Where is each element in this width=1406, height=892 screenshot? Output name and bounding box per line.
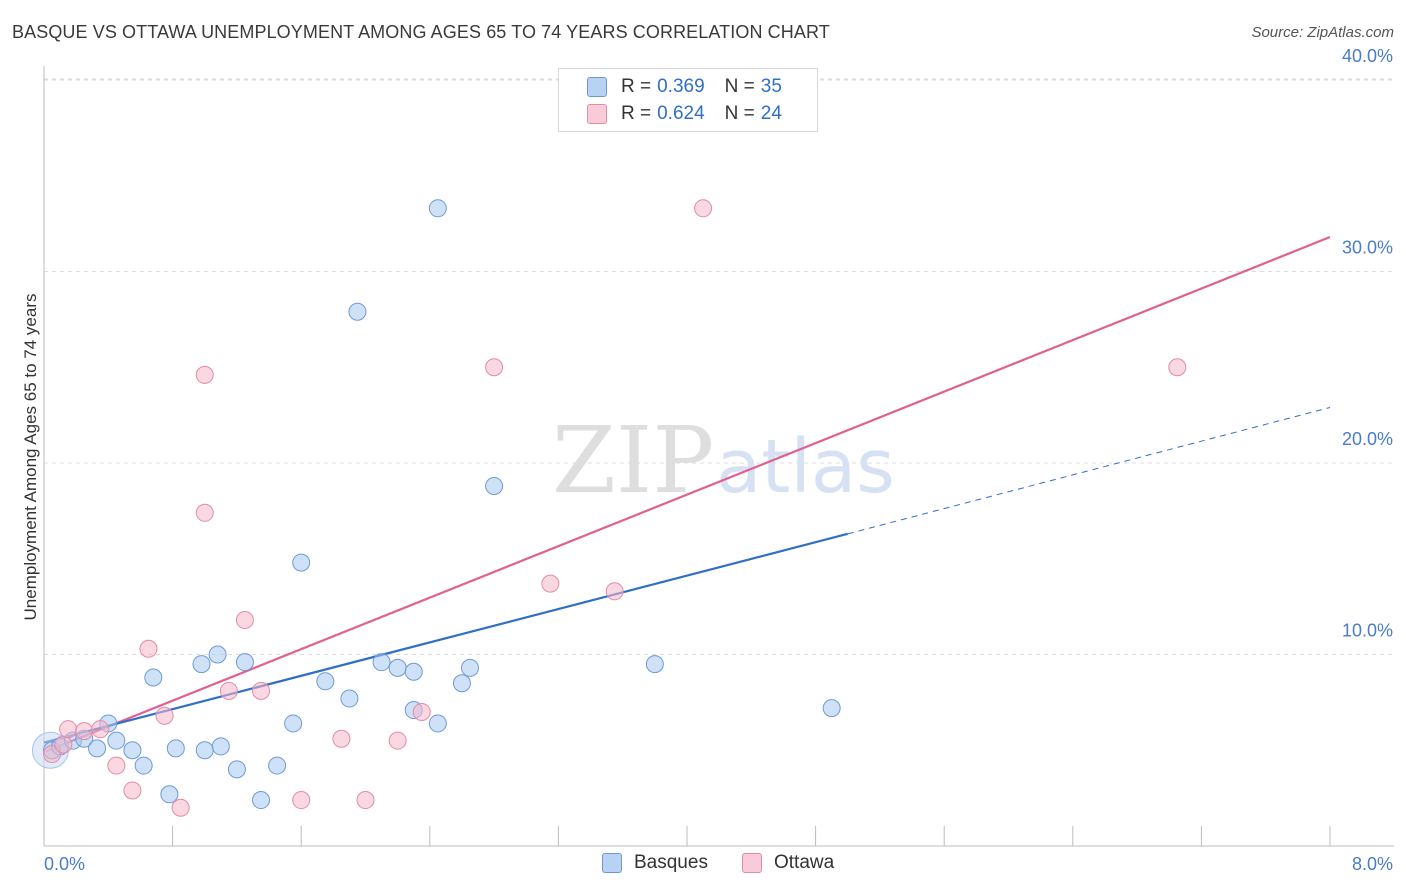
basques-point: [388, 658, 407, 677]
x-tick-label-min: 0.0%: [44, 854, 85, 874]
basques-point: [123, 741, 142, 760]
ottawa-point: [485, 358, 504, 377]
basques-point: [192, 655, 211, 674]
ottawa-r-value: 0.624: [657, 103, 705, 124]
basques-point: [404, 662, 423, 681]
basques-n-label: N =: [724, 76, 755, 97]
legend-ottawa-swatch: [742, 853, 762, 873]
data-points: [31, 199, 1187, 817]
basques-n-value: 35: [760, 76, 782, 97]
basques-point: [284, 714, 303, 733]
y-tick-label: 30.0%: [1342, 238, 1393, 258]
ottawa-point: [252, 681, 271, 700]
ottawa-point: [356, 791, 375, 810]
basques-point: [166, 739, 185, 758]
legend-row-basques: R = 0.369 N = 35: [587, 75, 782, 99]
basques-trend-extension: [847, 406, 1331, 535]
basques-point: [822, 699, 841, 718]
basques-point: [485, 476, 504, 495]
legend-ottawa-label: Ottawa: [774, 852, 835, 873]
basques-point: [428, 714, 447, 733]
chart-source: Source: ZipAtlas.com: [1251, 24, 1394, 41]
basques-point: [107, 731, 126, 750]
ottawa-point: [1168, 358, 1187, 377]
y-axis-label: Unemployment Among Ages 65 to 74 years: [21, 294, 40, 621]
ottawa-point: [235, 611, 254, 630]
ottawa-point: [171, 798, 190, 817]
basques-point: [235, 653, 254, 672]
basques-point: [211, 737, 230, 756]
legend-item-basques: Basques: [602, 852, 708, 874]
y-tick-label: 20.0%: [1342, 429, 1393, 449]
watermark-atlas: atlas: [716, 424, 895, 510]
basques-point: [372, 653, 391, 672]
basques-point: [316, 672, 335, 691]
ottawa-point: [54, 735, 73, 754]
legend-basques-label: Basques: [634, 852, 708, 873]
ottawa-point: [195, 365, 214, 384]
y-tick-label: 10.0%: [1342, 621, 1393, 641]
ottawa-r-label: R =: [621, 103, 652, 124]
watermark-zip: ZIP: [552, 407, 714, 514]
ottawa-point: [412, 702, 431, 721]
basques-point: [460, 658, 479, 677]
ottawa-point: [605, 582, 624, 601]
basques-point: [227, 760, 246, 779]
ottawa-point: [332, 729, 351, 748]
basques-swatch: [587, 77, 607, 97]
ottawa-point: [139, 639, 158, 658]
basques-point: [340, 689, 359, 708]
watermark: ZIP atlas: [552, 407, 895, 514]
tick-labels: 10.0% 20.0% 30.0% 40.0% 0.0% 8.0%: [44, 46, 1393, 874]
basques-point: [88, 739, 107, 758]
ottawa-point: [155, 706, 174, 725]
basques-trend-line: [43, 532, 849, 744]
basques-point: [144, 668, 163, 687]
basques-r-label: R =: [621, 76, 652, 97]
ottawa-point: [541, 574, 560, 593]
trend-lines: [43, 236, 1331, 754]
ottawa-point: [219, 681, 238, 700]
ottawa-trend-line: [43, 236, 1331, 754]
ottawa-point: [195, 503, 214, 522]
axes: [43, 66, 1394, 847]
basques-point: [195, 741, 214, 760]
basques-point: [645, 655, 664, 674]
legend-row-ottawa: R = 0.624 N = 24: [587, 102, 782, 126]
chart-title: BASQUE VS OTTAWA UNEMPLOYMENT AMONG AGES…: [12, 22, 830, 42]
basques-point: [268, 756, 287, 775]
basques-point: [208, 645, 227, 664]
legend-item-ottawa: Ottawa: [742, 852, 834, 874]
ottawa-n-label: N =: [724, 103, 755, 124]
basques-point: [348, 302, 367, 321]
ottawa-point: [694, 199, 713, 218]
ottawa-point: [91, 720, 110, 739]
basques-point: [160, 785, 179, 804]
basques-point: [292, 553, 311, 572]
legend-basques-swatch: [602, 853, 622, 873]
basques-point: [134, 756, 153, 775]
basques-point: [452, 674, 471, 693]
series-legend: Basques Ottawa: [0, 852, 1406, 878]
basques-point: [428, 199, 447, 218]
y-tick-label: 40.0%: [1342, 46, 1393, 66]
basques-r-value: 0.369: [657, 76, 705, 97]
ottawa-swatch: [587, 104, 607, 124]
ottawa-point: [75, 722, 94, 741]
x-tick-label-max: 8.0%: [1352, 854, 1393, 874]
ottawa-n-value: 24: [760, 103, 782, 124]
basques-point: [252, 791, 271, 810]
correlation-legend: R = 0.369 N = 35 R = 0.624 N = 24: [558, 68, 818, 132]
ottawa-point: [292, 791, 311, 810]
ottawa-point: [107, 756, 126, 775]
ottawa-point: [59, 720, 78, 739]
ottawa-point: [123, 781, 142, 800]
ottawa-point: [388, 731, 407, 750]
